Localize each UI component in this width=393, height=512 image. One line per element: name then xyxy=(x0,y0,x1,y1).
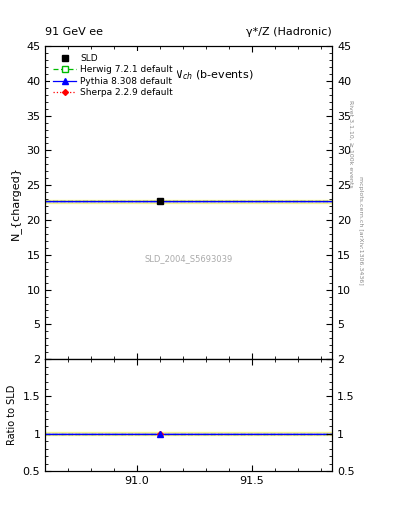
Y-axis label: N_{charged}: N_{charged} xyxy=(10,166,21,240)
Text: γ*/Z (Hadronic): γ*/Z (Hadronic) xyxy=(246,27,332,37)
Text: Average $\mathit{N}_{ch}$ (b-events): Average $\mathit{N}_{ch}$ (b-events) xyxy=(124,68,253,82)
Legend: SLD, Herwig 7.2.1 default, Pythia 8.308 default, Sherpa 2.2.9 default: SLD, Herwig 7.2.1 default, Pythia 8.308 … xyxy=(50,51,177,100)
Y-axis label: Ratio to SLD: Ratio to SLD xyxy=(7,385,17,445)
Text: Rivet 3.1.10, ≥ 100k events: Rivet 3.1.10, ≥ 100k events xyxy=(348,99,353,187)
Text: mcplots.cern.ch [arXiv:1306.3436]: mcplots.cern.ch [arXiv:1306.3436] xyxy=(358,176,363,285)
Text: SLD_2004_S5693039: SLD_2004_S5693039 xyxy=(145,254,233,264)
Text: 91 GeV ee: 91 GeV ee xyxy=(45,27,103,37)
